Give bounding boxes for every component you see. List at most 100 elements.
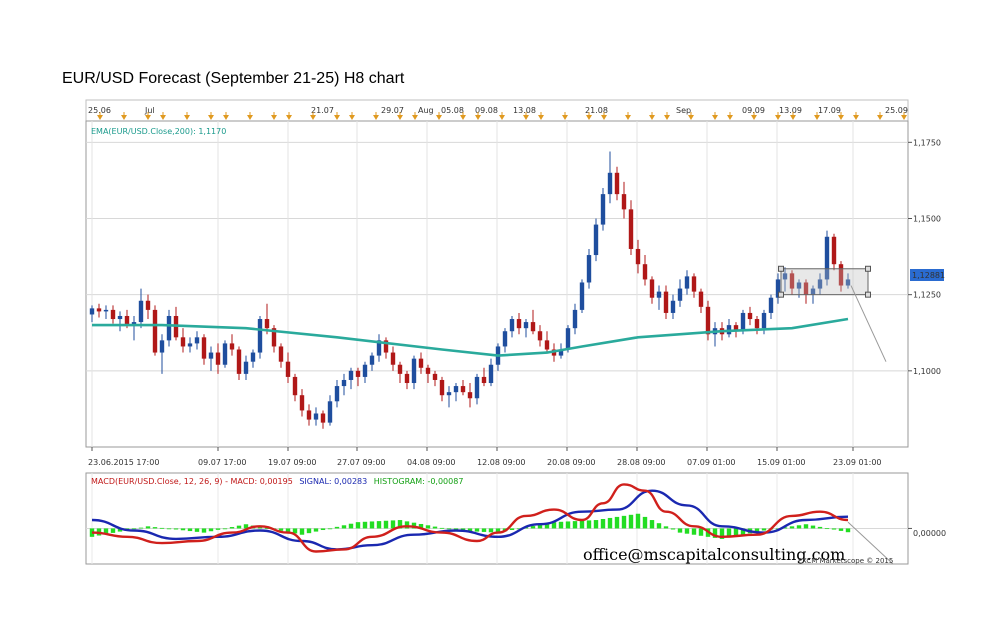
histogram-bar [628, 514, 634, 529]
histogram-bar [740, 528, 746, 535]
histogram-bar [474, 528, 480, 532]
macd-legend-signal: SIGNAL: 0,00283 [299, 477, 367, 486]
candle-down [635, 248, 641, 265]
event-marker [814, 115, 820, 120]
histogram-bar [292, 528, 298, 534]
candle-down [691, 276, 697, 292]
candle-down [306, 410, 312, 420]
histogram-bar [509, 528, 515, 531]
candle-up [348, 370, 354, 380]
candle-up [474, 376, 480, 399]
candle-up [208, 352, 214, 359]
candle-up [768, 297, 774, 313]
event-marker [499, 115, 505, 120]
histogram-bar [663, 526, 669, 529]
top-date-label: Aug [418, 106, 434, 115]
event-marker [160, 115, 166, 120]
histogram-bar [201, 528, 207, 533]
histogram-bar [159, 527, 165, 529]
histogram-bar [614, 516, 620, 529]
event-marker [349, 115, 355, 120]
top-date-label: 17.09 [818, 106, 841, 115]
top-date-label: 21.08 [585, 106, 608, 115]
event-marker [586, 115, 592, 120]
histogram-bar [110, 528, 116, 533]
event-marker [877, 115, 883, 120]
candle-down [803, 282, 809, 295]
candle-up [166, 315, 172, 341]
histogram-bar [684, 528, 690, 534]
histogram-bar [789, 526, 795, 529]
time-tick-label: 04.08 09:00 [407, 458, 456, 467]
histogram-bar [600, 519, 606, 529]
event-marker [271, 115, 277, 120]
histogram-bar [313, 528, 319, 532]
histogram-bar [439, 527, 445, 529]
top-date-label: Jul [144, 106, 155, 115]
histogram-bar [551, 522, 557, 529]
macd-histogram [89, 513, 851, 539]
event-marker [223, 115, 229, 120]
histogram-bar [670, 528, 676, 530]
price-tick-label: 1,1500 [913, 214, 941, 223]
histogram-bar [432, 526, 438, 529]
candle-down [614, 172, 620, 195]
event-marker [334, 115, 340, 120]
event-marker [286, 115, 292, 120]
candle-down [355, 370, 361, 377]
histogram-bar [467, 528, 473, 532]
histogram-bar [341, 525, 347, 529]
histogram-bar [404, 521, 410, 529]
event-marker [688, 115, 694, 120]
candle-up [131, 322, 137, 326]
event-marker [664, 115, 670, 120]
histogram-bar [810, 525, 816, 529]
candle-down [180, 337, 186, 347]
histogram-bar [117, 528, 123, 532]
histogram-bar [712, 528, 718, 538]
last-price-label: 1,12881 [912, 271, 945, 280]
histogram-bar [187, 528, 193, 532]
chart-title: EUR/USD Forecast (September 21-25) H8 ch… [62, 70, 405, 87]
box-handle [865, 265, 871, 272]
top-date-label: 13.09 [779, 106, 802, 115]
histogram-bar [222, 528, 228, 530]
event-marker [475, 115, 481, 120]
top-date-label: 09.08 [475, 106, 498, 115]
histogram-bar [621, 515, 627, 529]
histogram-bar [796, 525, 802, 529]
histogram-bar [481, 528, 487, 532]
candle-down [642, 264, 648, 280]
histogram-bar [327, 528, 333, 530]
histogram-bar [817, 526, 823, 529]
histogram-bar [656, 523, 662, 529]
candle-up [677, 288, 683, 301]
candle-down [229, 343, 235, 350]
time-tick-label: 09.07 17:00 [198, 458, 247, 467]
event-marker [790, 115, 796, 120]
candle-down [516, 319, 522, 329]
top-date-labels: 25.06 Jul 21.07 29.07 Aug 05.08 09.08 13.08 21.0… [88, 106, 908, 115]
histogram-bar [411, 522, 417, 529]
time-tick-label: 20.08 09:00 [547, 458, 596, 467]
candle-down [838, 264, 844, 286]
histogram-bar [544, 523, 550, 529]
box-handle [778, 265, 784, 272]
histogram-bar [565, 521, 571, 529]
candle-down [544, 340, 550, 350]
candle-down [271, 328, 277, 347]
candle-down [432, 373, 438, 380]
candle-down [299, 395, 305, 411]
candle-up [579, 282, 585, 310]
box-handle [778, 291, 784, 298]
event-marker [247, 115, 253, 120]
histogram-bar [516, 528, 522, 530]
histogram-bar [572, 521, 578, 529]
candle-up [362, 364, 368, 377]
candle-down [698, 291, 704, 307]
consolidation-box [780, 268, 869, 296]
macd-projection-line [847, 521, 894, 565]
candle-down [733, 325, 739, 332]
candle-down [201, 337, 207, 359]
event-marker [601, 115, 607, 120]
